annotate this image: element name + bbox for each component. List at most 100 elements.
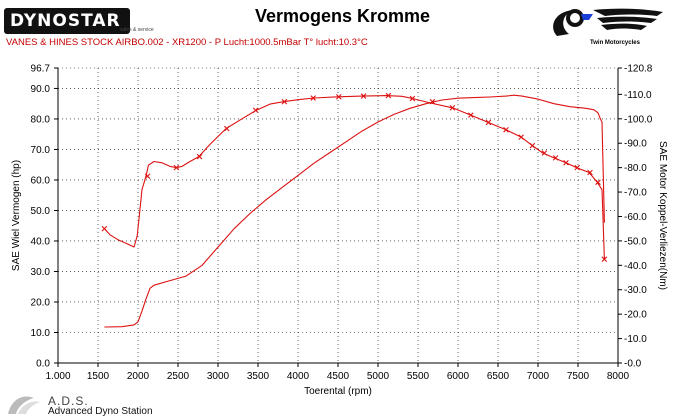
x-tick-label: 4000	[287, 371, 310, 382]
data-point-marker	[144, 173, 151, 179]
data-point-marker	[541, 150, 548, 156]
marker-stroke	[485, 119, 492, 126]
y2-tick-label: -50.0	[624, 236, 647, 247]
marker-stroke	[468, 112, 474, 118]
y-tick-label: 10.0	[31, 328, 51, 339]
marker-stroke	[541, 150, 548, 156]
data-point-marker	[281, 98, 288, 105]
y-tick-label: 90.0	[31, 84, 51, 95]
data-point-marker	[196, 153, 203, 160]
data-point-marker	[587, 169, 593, 176]
data-point-marker	[601, 256, 608, 263]
y2-tick-label: -10.0	[624, 334, 647, 345]
marker-stroke	[252, 107, 259, 114]
x-tick-label: 7000	[527, 371, 550, 382]
y-tick-label: 96.7	[31, 64, 51, 75]
marker-stroke	[503, 126, 509, 133]
marker-stroke	[224, 125, 230, 132]
marker-stroke	[587, 169, 593, 176]
y-tick-label: 60.0	[31, 175, 51, 186]
marker-stroke	[563, 159, 569, 166]
y2-tick-label: -30.0	[624, 285, 647, 296]
data-point-marker	[429, 98, 436, 105]
data-point-marker	[101, 225, 108, 232]
y2-tick-label: -70.0	[624, 188, 647, 199]
x-tick-label: 5500	[407, 371, 430, 382]
data-point-marker	[252, 107, 259, 114]
data-point-marker	[336, 94, 342, 100]
y-tick-label: 30.0	[31, 267, 51, 278]
data-point-marker	[529, 142, 536, 149]
marker-stroke	[409, 95, 416, 102]
data-point-marker	[503, 126, 509, 133]
marker-stroke	[595, 179, 601, 186]
y-tick-label: 20.0	[31, 297, 51, 308]
data-point-marker	[563, 159, 569, 166]
marker-stroke	[173, 164, 180, 171]
x-tick-label: 4500	[327, 371, 350, 382]
y-tick-label: 40.0	[31, 236, 51, 247]
y-tick-label: 70.0	[31, 145, 51, 156]
series-line-sae-motor-koppel-verliezen	[103, 95, 605, 260]
x-tick-label: 3500	[247, 371, 270, 382]
x-tick-label: 7500	[567, 371, 590, 382]
twin-motorcycles-caption: Twin Motorcycles	[590, 40, 640, 46]
data-point-marker	[574, 164, 580, 171]
y-tick-label: 80.0	[31, 114, 51, 125]
chart-title: Vermogens Kromme	[254, 6, 431, 26]
data-point-marker	[409, 95, 416, 102]
data-point-marker	[595, 179, 601, 186]
x-tick-label: 3000	[207, 371, 230, 382]
marker-stroke	[429, 98, 436, 105]
x-tick-label: 2000	[127, 371, 150, 382]
data-point-marker	[468, 112, 474, 118]
x-tick-label: 6500	[487, 371, 510, 382]
marker-stroke	[385, 92, 392, 99]
y-tick-label: 0.0	[36, 359, 50, 370]
y2-tick-label: -80.0	[624, 163, 647, 174]
y2-tick-label: -90.0	[624, 139, 647, 150]
data-point-marker	[310, 95, 316, 101]
y2-tick-label: -0.0	[624, 359, 642, 370]
y2-tick-label: -100.0	[624, 114, 653, 125]
dynostar-logo: DYNOSTAR	[4, 8, 130, 34]
marker-stroke	[144, 173, 151, 179]
marker-stroke	[336, 94, 342, 100]
ads-title: A.D.S.	[48, 394, 89, 408]
y-tick-label: 50.0	[31, 206, 51, 217]
marker-stroke	[601, 256, 608, 263]
y2-tick-label: -110.0	[624, 90, 652, 101]
twin-motorcycles-logo	[553, 8, 663, 36]
x-axis-label: Toerental (rpm)	[304, 386, 372, 397]
data-point-marker	[224, 125, 230, 132]
data-point-marker	[449, 105, 456, 111]
marker-stroke	[552, 155, 559, 161]
y-axis-label: SAE Wiel Vermogen (hp)	[11, 160, 22, 271]
data-point-marker	[385, 92, 392, 99]
chart-subtitle: VANES & HINES STOCK AIRBO.002 - XR1200 -…	[6, 37, 368, 48]
series-line-sae-wiel-vermogen	[104, 94, 605, 328]
y2-tick-label: -40.0	[624, 261, 647, 272]
data-point-marker	[518, 134, 524, 140]
marker-stroke	[529, 142, 536, 149]
marker-stroke	[281, 98, 288, 105]
ads-subtitle: Advanced Dyno Station	[48, 406, 153, 417]
marker-stroke	[101, 225, 108, 232]
data-point-marker	[173, 164, 180, 171]
x-tick-label: 1.000	[45, 371, 70, 382]
dynostar-logo-text: DYNOSTAR	[10, 11, 121, 31]
dynostar-tagline: sales & service	[120, 27, 154, 33]
data-point-marker	[360, 93, 367, 99]
x-tick-label: 8000	[607, 371, 630, 382]
data-point-marker	[485, 119, 492, 126]
y2-axis-label: SAE Motor Koppel-Verliezen(Nm)	[657, 141, 668, 290]
marker-stroke	[360, 93, 367, 99]
marker-stroke	[449, 105, 456, 111]
x-tick-label: 2500	[167, 371, 190, 382]
y2-tick-label: -120.8	[624, 64, 653, 75]
ads-logo-icon	[8, 396, 40, 414]
data-point-marker	[552, 155, 559, 161]
x-tick-label: 5000	[367, 371, 390, 382]
marker-stroke	[310, 95, 316, 101]
